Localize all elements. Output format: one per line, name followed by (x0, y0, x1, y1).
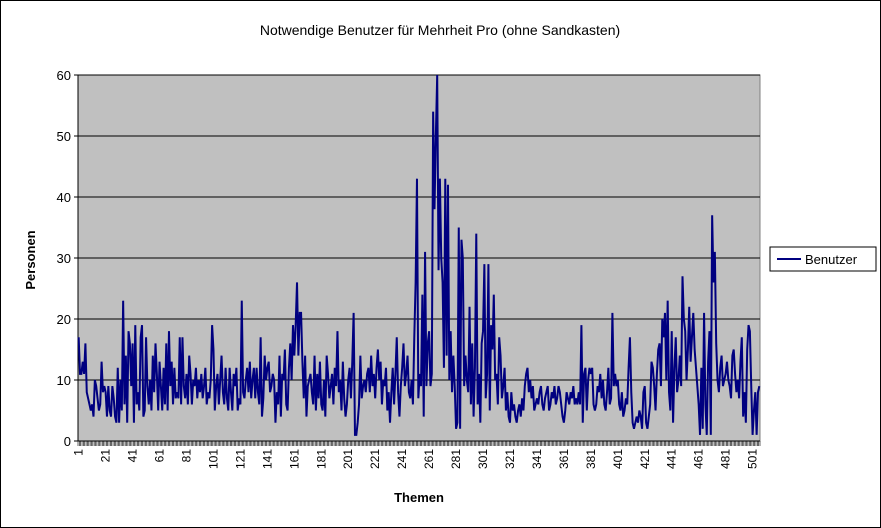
chart-title: Notwendige Benutzer für Mehrheit Pro (oh… (260, 22, 620, 38)
x-tick-label: 121 (233, 449, 247, 469)
series-line-benutzer (77, 74, 761, 436)
x-tick-label: 1 (72, 449, 86, 456)
x-tick-label: 461 (692, 449, 706, 469)
x-tick-label: 301 (476, 449, 490, 469)
x-tick-label: 21 (99, 449, 113, 463)
x-axis-label: Themen (394, 490, 444, 505)
x-tick-label: 181 (314, 449, 328, 469)
x-tick-label: 401 (611, 449, 625, 469)
y-tick-label: 0 (64, 434, 71, 449)
y-tick-label: 60 (57, 68, 71, 83)
x-tick-label: 81 (180, 449, 194, 463)
y-tick-label: 50 (57, 129, 71, 144)
x-tick-label: 41 (126, 449, 140, 463)
x-tick-label: 281 (449, 449, 463, 469)
x-tick-label: 321 (503, 449, 517, 469)
x-tick-label: 481 (719, 449, 733, 469)
x-tick-label: 261 (422, 449, 436, 469)
y-tick-label: 30 (57, 251, 71, 266)
y-axis-label: Personen (23, 230, 38, 289)
legend: Benutzer (769, 246, 877, 272)
y-tick-label: 40 (57, 190, 71, 205)
x-tick-label: 501 (746, 449, 760, 469)
y-tick-label: 20 (57, 312, 71, 327)
x-tick-label: 161 (287, 449, 301, 469)
x-tick-label: 441 (665, 449, 679, 469)
x-tick-label: 221 (368, 449, 382, 469)
x-tick-label: 361 (557, 449, 571, 469)
x-tick-label: 101 (206, 449, 220, 469)
x-tick-label: 141 (260, 449, 274, 469)
x-tick-label: 421 (638, 449, 652, 469)
x-tick-label: 201 (341, 449, 355, 469)
x-tick-label: 341 (530, 449, 544, 469)
legend-label: Benutzer (805, 252, 858, 267)
x-tick-label: 241 (395, 449, 409, 469)
x-tick-label: 381 (584, 449, 598, 469)
x-tick-label: 61 (153, 449, 167, 463)
y-tick-label: 10 (57, 373, 71, 388)
